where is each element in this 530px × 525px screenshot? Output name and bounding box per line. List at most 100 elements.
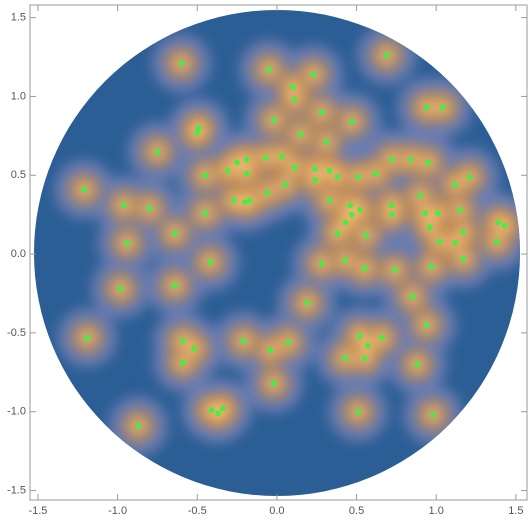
y-tick-label: -1.0 <box>7 406 26 418</box>
point <box>196 125 202 131</box>
point <box>243 170 250 177</box>
point <box>146 205 153 212</box>
point <box>457 207 463 213</box>
point <box>460 256 467 262</box>
point <box>348 118 355 125</box>
point <box>388 202 395 209</box>
point <box>439 104 446 111</box>
point <box>207 259 213 265</box>
y-tick-label: 1.0 <box>11 90 26 102</box>
point <box>291 164 298 171</box>
point <box>423 322 430 328</box>
point <box>310 71 317 78</box>
point <box>417 192 424 199</box>
point <box>318 109 325 115</box>
point <box>326 167 333 174</box>
point <box>342 257 349 264</box>
axes: -1.5 -1.0 -0.5 0.0 0.5 1.0 1.5 -1.5 -1.0 -0.5 0.0 0… <box>7 5 527 517</box>
point <box>304 300 310 306</box>
point <box>361 355 368 361</box>
point <box>452 181 459 188</box>
point <box>291 96 298 103</box>
point <box>124 240 130 246</box>
point <box>282 181 288 188</box>
point <box>427 224 433 231</box>
point <box>323 139 330 145</box>
point <box>356 207 363 213</box>
x-tick-label: 1.0 <box>429 505 444 517</box>
points <box>81 52 508 429</box>
point <box>278 153 285 160</box>
point <box>312 166 318 172</box>
point <box>407 156 414 163</box>
point <box>264 189 271 196</box>
point <box>422 210 428 216</box>
point <box>379 334 385 341</box>
point <box>180 360 186 366</box>
point <box>202 210 209 216</box>
point <box>312 177 318 183</box>
point <box>342 219 349 226</box>
point <box>347 202 353 209</box>
point <box>425 159 432 166</box>
y-tick-label: -0.5 <box>7 327 26 339</box>
point <box>231 197 237 204</box>
point <box>436 238 443 245</box>
point <box>290 84 296 90</box>
point <box>430 412 436 418</box>
point <box>334 230 341 237</box>
point <box>355 408 361 415</box>
point <box>234 159 240 166</box>
point <box>285 339 291 346</box>
point <box>117 285 124 292</box>
point <box>215 410 221 417</box>
point <box>121 202 127 209</box>
point <box>318 260 325 267</box>
x-tick-label: -1.5 <box>28 505 47 517</box>
point <box>178 60 185 67</box>
point <box>208 407 215 413</box>
point <box>270 117 277 123</box>
point <box>202 172 209 179</box>
point <box>348 211 355 218</box>
point <box>495 219 502 226</box>
point <box>266 66 272 73</box>
point <box>363 232 369 238</box>
x-tick-label: 0.5 <box>349 505 364 517</box>
point <box>224 167 231 174</box>
point <box>423 104 430 111</box>
y-tick-label: 1.5 <box>11 12 26 24</box>
point <box>342 355 349 361</box>
point <box>355 174 361 180</box>
point <box>356 333 363 339</box>
point <box>428 263 435 270</box>
y-tick-label: 0.5 <box>11 169 26 181</box>
y-tick-label: 0.0 <box>11 248 26 260</box>
point <box>364 342 371 349</box>
point <box>242 199 248 205</box>
x-tick-label: -1.0 <box>108 505 127 517</box>
point <box>384 52 390 59</box>
point <box>414 361 420 368</box>
contour-area <box>34 10 520 496</box>
point <box>84 334 91 341</box>
point <box>247 197 253 204</box>
point <box>81 186 87 193</box>
point <box>361 265 368 272</box>
x-tick-label: 1.5 <box>508 505 523 517</box>
frame <box>29 4 528 501</box>
point <box>154 148 161 155</box>
point <box>240 337 247 344</box>
y-tick-label: -1.5 <box>7 484 26 496</box>
point <box>391 267 398 273</box>
x-tick-label: 0.0 <box>269 505 284 517</box>
point <box>460 229 467 235</box>
point <box>172 230 178 237</box>
point <box>326 197 333 204</box>
point <box>180 337 186 344</box>
point <box>267 347 274 354</box>
point <box>434 210 441 216</box>
point <box>270 380 277 387</box>
point <box>219 405 226 412</box>
